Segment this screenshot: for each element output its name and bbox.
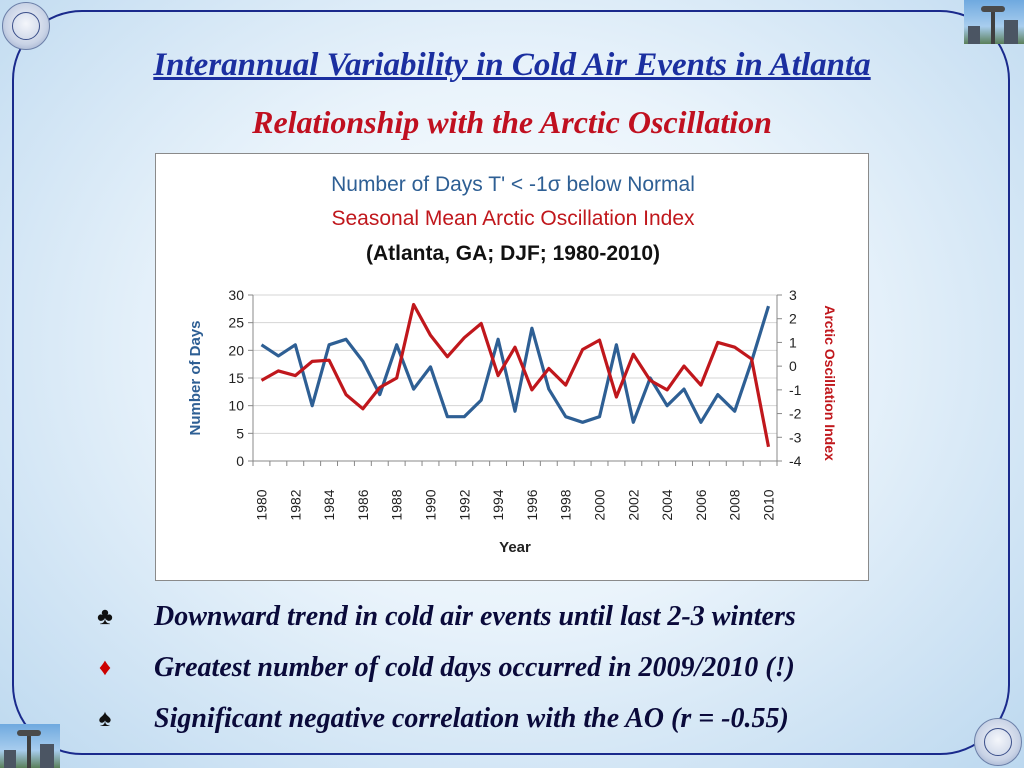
space-needle-skyline-image xyxy=(964,0,1024,44)
y-right-tick-label: -3 xyxy=(789,429,802,445)
chart-title-line: Number of Days T' < -1σ below Normal xyxy=(331,173,695,196)
x-tick-label: 1996 xyxy=(524,489,540,520)
y-right-tick-label: 3 xyxy=(789,287,797,303)
chart-title-line: Seasonal Mean Arctic Oscillation Index xyxy=(331,207,695,230)
bullet-text: Downward trend in cold air events until … xyxy=(154,601,796,632)
y-left-tick-label: 25 xyxy=(228,315,244,331)
y-right-tick-label: 0 xyxy=(789,358,797,374)
slide-frame xyxy=(12,10,1010,755)
slide-title: Interannual Variability in Cold Air Even… xyxy=(153,47,871,83)
cold-days-series-line xyxy=(260,305,771,424)
society-seal-logo xyxy=(2,2,50,50)
y-right-tick-label: -4 xyxy=(789,453,802,469)
y-left-axis-label: Number of Days xyxy=(187,320,204,435)
x-tick-label: 1988 xyxy=(389,489,405,520)
y-right-tick-label: -2 xyxy=(789,406,802,422)
y-left-tick-label: 0 xyxy=(236,453,244,469)
bullet-item: ♣ Downward trend in cold air events unti… xyxy=(90,600,970,651)
y-right-tick-label: 1 xyxy=(789,334,797,350)
x-tick-label: 1998 xyxy=(558,489,574,520)
x-tick-label: 1984 xyxy=(321,489,337,520)
x-tick-label: 1990 xyxy=(422,489,438,520)
x-tick-label: 1994 xyxy=(490,489,506,520)
club-bullet-icon: ♣ xyxy=(97,604,113,630)
y-right-tick-label: -1 xyxy=(789,382,802,398)
bullet-list: ♣ Downward trend in cold air events unti… xyxy=(90,600,970,753)
y-right-axis-label: Arctic Oscillation Index xyxy=(822,305,838,461)
diamond-bullet-icon: ♦ xyxy=(98,655,112,681)
x-tick-label: 2006 xyxy=(693,489,709,520)
x-axis-label: Year xyxy=(499,539,531,556)
y-right-tick-label: 2 xyxy=(789,311,797,327)
bullet-item: ♦ Greatest number of cold days occurred … xyxy=(90,651,970,702)
y-left-tick-label: 20 xyxy=(228,342,244,358)
x-tick-label: 2000 xyxy=(592,489,608,520)
y-left-tick-label: 30 xyxy=(228,287,244,303)
chart-panel: Number of Days T' < -1σ below Normal Seas… xyxy=(155,153,869,581)
x-tick-label: 2004 xyxy=(659,489,675,520)
slide-subtitle: Relationship with the Arctic Oscillation xyxy=(252,104,772,140)
society-seal-logo xyxy=(974,718,1022,766)
x-tick-label: 1992 xyxy=(456,489,472,520)
y-left-tick-label: 5 xyxy=(236,425,244,441)
y-left-tick-label: 10 xyxy=(228,398,244,414)
x-tick-label: 1986 xyxy=(355,489,371,520)
spade-bullet-icon: ♠ xyxy=(98,706,112,732)
space-needle-skyline-image xyxy=(0,724,60,768)
y-left-tick-label: 15 xyxy=(228,370,244,386)
bullet-text: Significant negative correlation with th… xyxy=(154,703,789,734)
bullet-text: Greatest number of cold days occurred in… xyxy=(154,652,795,683)
x-tick-label: 1980 xyxy=(253,489,269,520)
x-tick-label: 2008 xyxy=(727,489,743,520)
x-tick-label: 1982 xyxy=(287,489,303,520)
x-tick-label: 2010 xyxy=(761,489,777,520)
bullet-item: ♠ Significant negative correlation with … xyxy=(90,702,970,753)
chart-svg: Number of Days T' < -1σ below Normal Seas… xyxy=(187,173,838,556)
x-tick-label: 2002 xyxy=(625,489,641,520)
ao-index-series-line xyxy=(260,302,771,448)
chart-title-line: (Atlanta, GA; DJF; 1980-2010) xyxy=(366,242,660,265)
